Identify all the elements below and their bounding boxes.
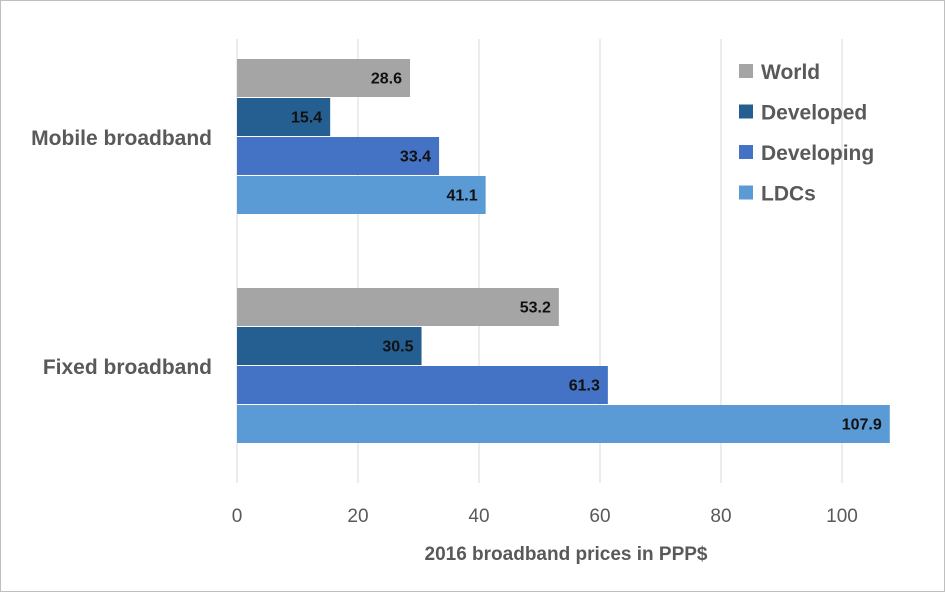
bar-world-mobile [237, 59, 411, 97]
x-tick-label: 80 [710, 506, 731, 527]
x-tick-label: 60 [589, 506, 610, 527]
data-label: 53.2 [520, 300, 551, 317]
x-tick-label: 100 [826, 506, 858, 527]
data-label: 61.3 [569, 378, 600, 395]
legend-swatch-developing [739, 145, 753, 159]
value-axis: 0 20 40 60 80 100 [232, 506, 858, 527]
x-tick-label: 40 [468, 506, 489, 527]
legend-label-ldcs: LDCs [761, 183, 816, 206]
category-label: Fixed broadband [43, 356, 212, 379]
bar-world-fixed [237, 288, 559, 326]
bar-developing-fixed [237, 366, 608, 404]
data-labels: 28.6 15.4 33.4 41.1 53.2 30.5 61.3 107.9 [291, 71, 882, 434]
category-axis: Mobile broadband Fixed broadband [31, 127, 212, 379]
legend-swatch-ldcs [739, 185, 753, 200]
data-label: 15.4 [291, 110, 322, 127]
x-tick-label: 20 [347, 506, 368, 527]
data-label: 30.5 [382, 339, 413, 356]
data-label: 33.4 [400, 149, 431, 166]
bars [237, 59, 890, 443]
bar-developed-fixed [237, 327, 422, 365]
bar-developing-mobile [237, 137, 440, 175]
data-label: 28.6 [371, 71, 402, 88]
category-label: Mobile broadband [31, 127, 212, 150]
legend-label-developed: Developed [761, 102, 867, 125]
legend-label-developing: Developing [761, 142, 874, 165]
x-tick-label: 0 [232, 506, 243, 527]
bar-developed-mobile [237, 98, 331, 136]
bar-ldcs-fixed [237, 405, 890, 443]
legend-label-world: World [761, 61, 820, 84]
data-label: 107.9 [842, 417, 882, 434]
bar-ldcs-mobile [237, 176, 486, 214]
legend-swatch-developed [739, 104, 753, 119]
data-label: 41.1 [447, 188, 478, 205]
legend-swatch-world [739, 64, 753, 78]
x-axis-title: 2016 broadband prices in PPP$ [425, 544, 708, 565]
legend: World Developed Developing LDCs [739, 61, 874, 206]
